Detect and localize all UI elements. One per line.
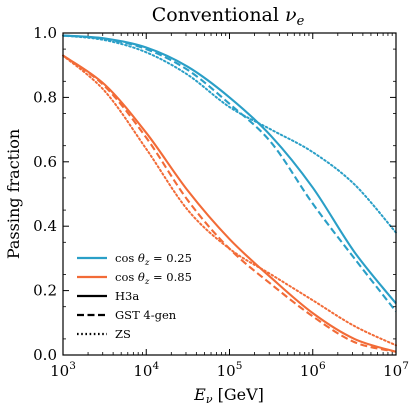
y-tick-label: 0.2	[33, 282, 57, 300]
legend-label-cos-z-0-25: cos θz = 0.25	[115, 251, 192, 268]
y-tick-label: 1.0	[33, 24, 57, 42]
x-tick-label: 107	[383, 360, 409, 380]
series-line-cos0-25-zs	[62, 34, 397, 234]
y-tick-label: 0.0	[33, 346, 57, 364]
x-axis-label: Eν [GeV]	[193, 385, 264, 406]
series-line-cos0-25-gst-4-gen	[62, 34, 397, 313]
curves-layer	[62, 34, 397, 353]
x-tick-label: 106	[300, 360, 326, 380]
y-tick-label: 0.4	[33, 217, 57, 235]
legend-label-h3a: H3a	[115, 289, 139, 303]
ticks-layer: 103 104 105 106 107 0.0 0.2 0.4 0.6 0.8 1.0	[33, 24, 409, 380]
series-line-cos0-85-h3a	[62, 54, 397, 353]
y-tick-label: 0.6	[33, 153, 57, 171]
legend: cos θz = 0.25 cos θz = 0.85 H3a GST 4-gen ZS	[77, 251, 192, 341]
legend-label-gst-4-gen: GST 4-gen	[115, 308, 177, 322]
chart-title: Conventional νe	[152, 4, 305, 29]
x-tick-label: 105	[217, 360, 243, 380]
legend-label-zs: ZS	[115, 327, 131, 341]
y-axis-label: Passing fraction	[4, 129, 23, 259]
y-tick-label: 0.8	[33, 88, 57, 106]
plot-frame	[62, 32, 397, 356]
series-line-cos0-25-h3a	[62, 34, 397, 305]
x-tick-label: 103	[50, 360, 76, 380]
series-line-cos0-85-zs	[62, 54, 397, 347]
legend-label-cos-z-0-85: cos θz = 0.85	[115, 270, 192, 287]
x-tick-label: 104	[133, 360, 159, 380]
